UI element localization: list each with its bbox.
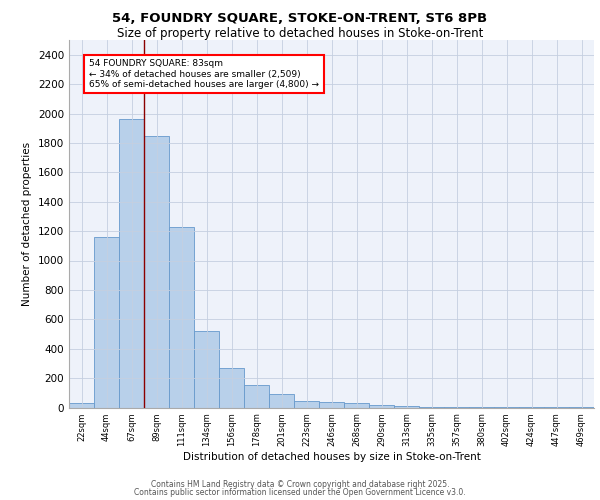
- Bar: [219, 368, 244, 408]
- Bar: [544, 407, 569, 408]
- Text: Size of property relative to detached houses in Stoke-on-Trent: Size of property relative to detached ho…: [117, 28, 483, 40]
- Bar: [444, 407, 469, 408]
- Bar: [394, 406, 419, 407]
- Bar: [269, 394, 294, 407]
- Bar: [119, 120, 144, 408]
- Bar: [369, 406, 394, 407]
- Bar: [94, 237, 119, 408]
- Text: 54 FOUNDRY SQUARE: 83sqm
← 34% of detached houses are smaller (2,509)
65% of sem: 54 FOUNDRY SQUARE: 83sqm ← 34% of detach…: [89, 59, 319, 89]
- Text: Contains public sector information licensed under the Open Government Licence v3: Contains public sector information licen…: [134, 488, 466, 497]
- Bar: [344, 403, 369, 407]
- Bar: [69, 403, 94, 407]
- Y-axis label: Number of detached properties: Number of detached properties: [22, 142, 32, 306]
- Bar: [144, 136, 169, 407]
- Text: Contains HM Land Registry data © Crown copyright and database right 2025.: Contains HM Land Registry data © Crown c…: [151, 480, 449, 489]
- Text: 54, FOUNDRY SQUARE, STOKE-ON-TRENT, ST6 8PB: 54, FOUNDRY SQUARE, STOKE-ON-TRENT, ST6 …: [112, 12, 488, 26]
- X-axis label: Distribution of detached houses by size in Stoke-on-Trent: Distribution of detached houses by size …: [182, 452, 481, 462]
- Bar: [294, 401, 319, 407]
- Bar: [494, 407, 519, 408]
- Bar: [169, 226, 194, 408]
- Bar: [519, 407, 544, 408]
- Bar: [319, 402, 344, 407]
- Bar: [419, 406, 444, 408]
- Bar: [244, 384, 269, 407]
- Bar: [469, 407, 494, 408]
- Bar: [194, 331, 219, 407]
